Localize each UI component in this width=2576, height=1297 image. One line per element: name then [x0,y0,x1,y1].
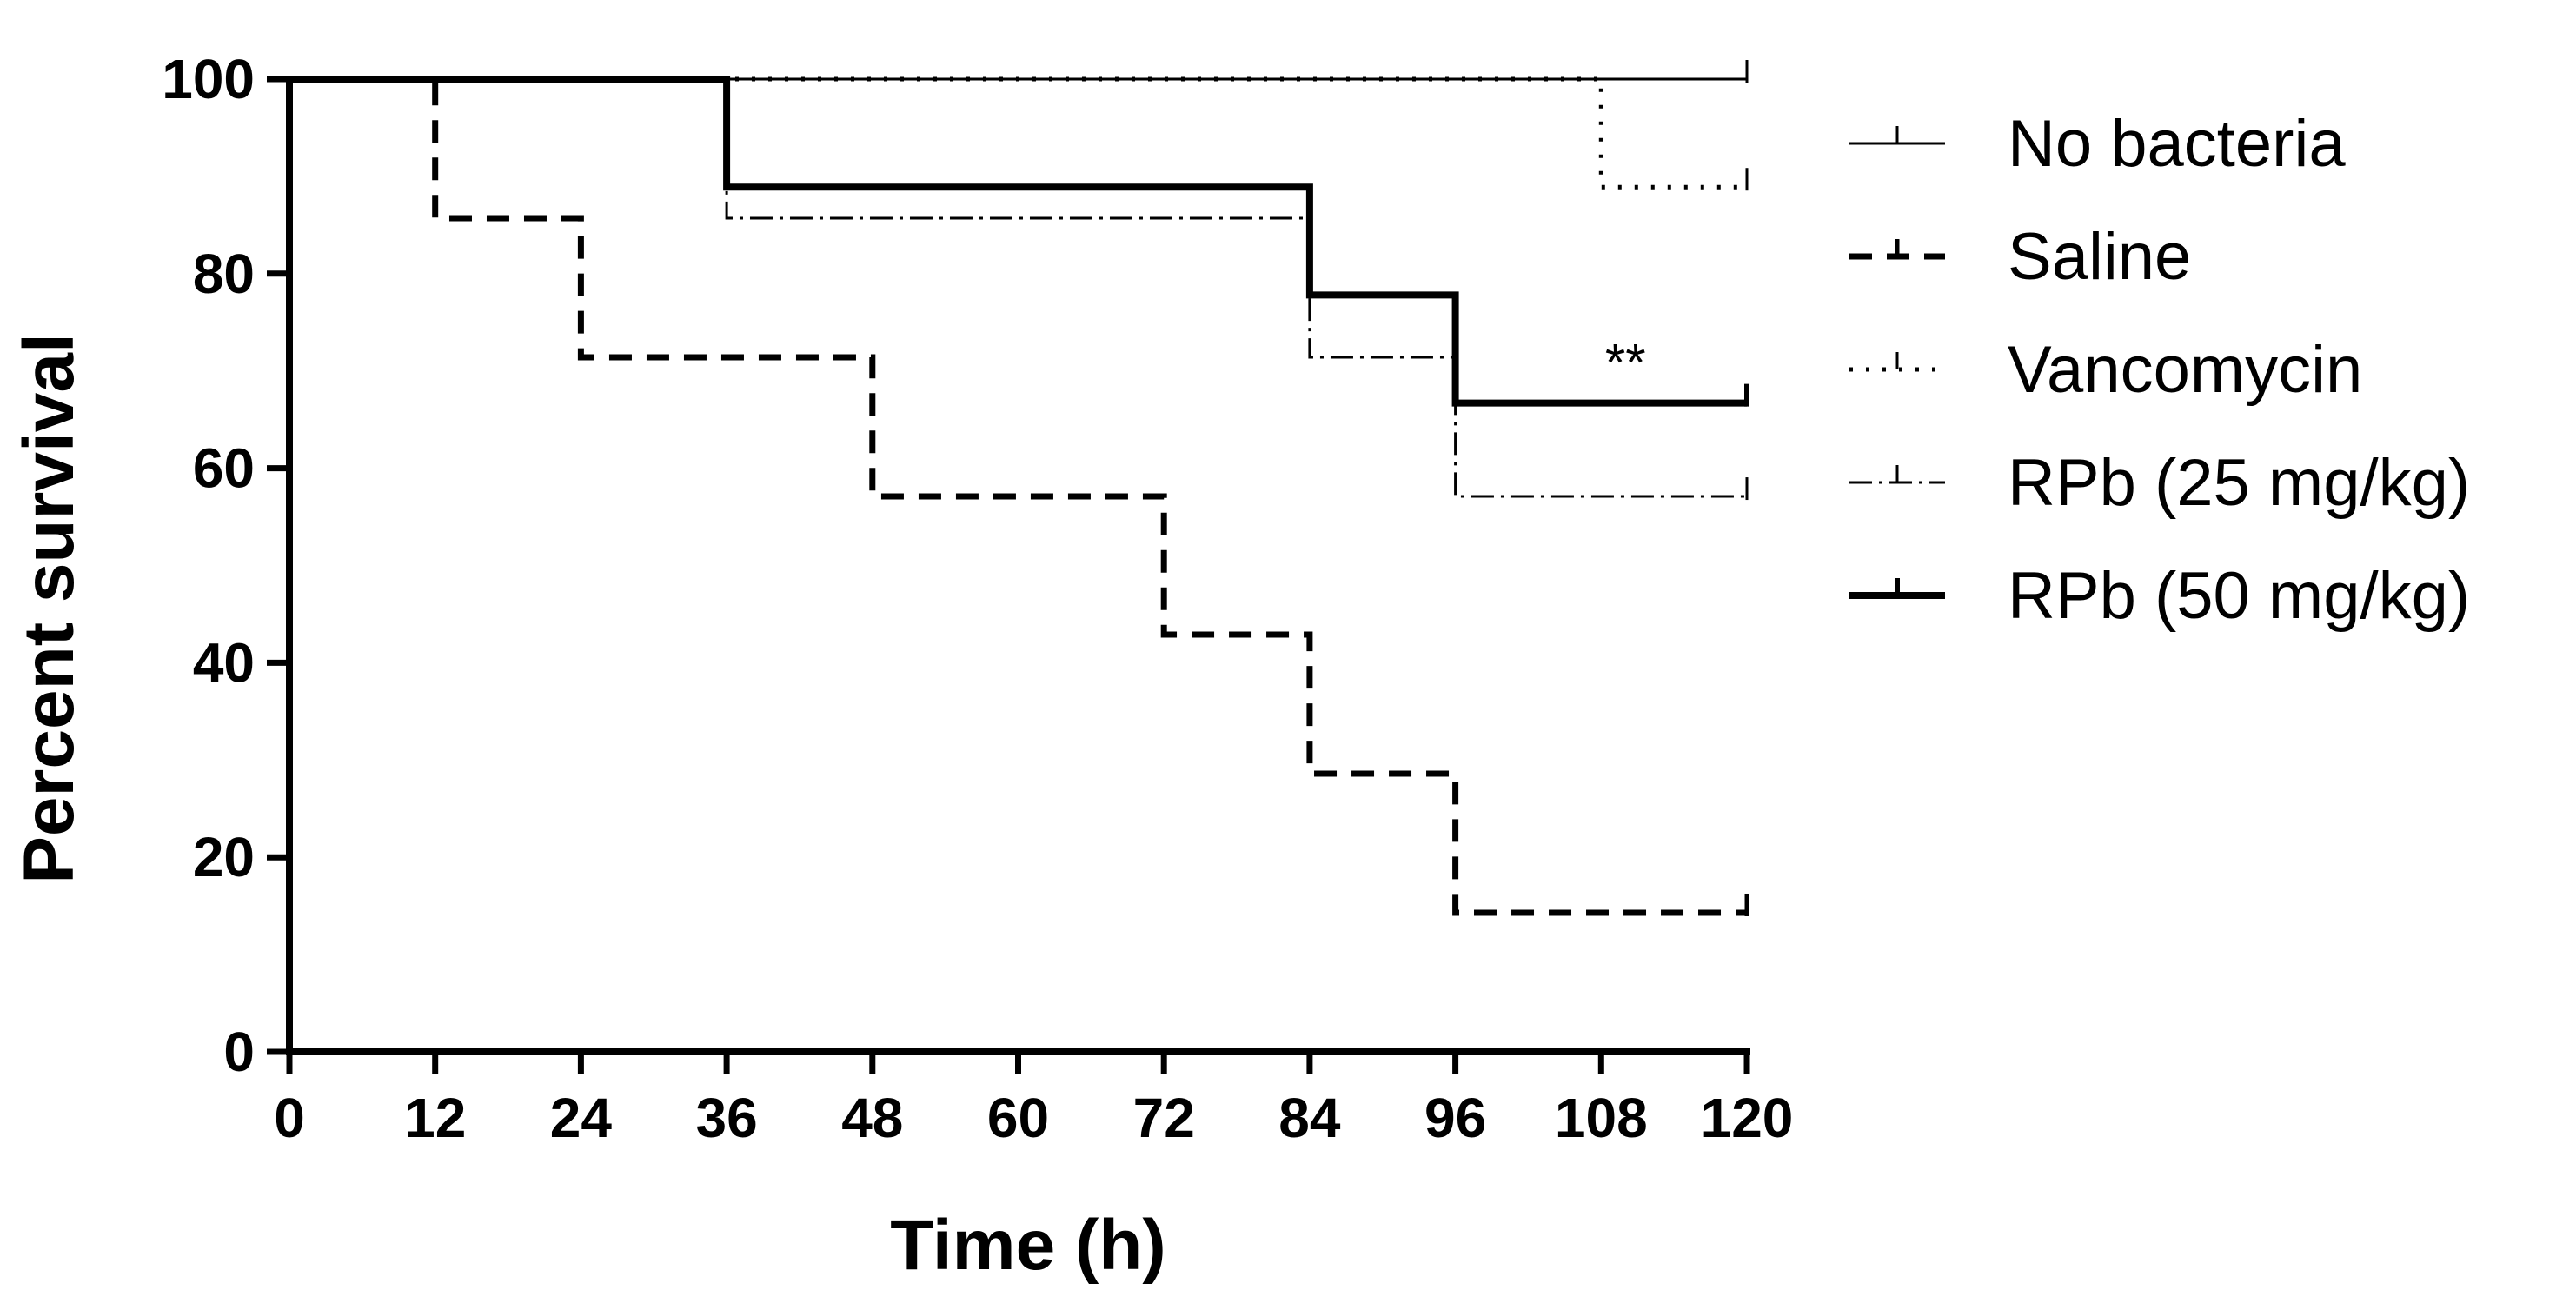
legend-label-no-bacteria: No bacteria [2008,107,2346,181]
legend-label-rpb-50-mg-kg: RPb (50 mg/kg) [2008,559,2470,633]
legend-label-rpb-25-mg-kg: RPb (25 mg/kg) [2008,446,2470,520]
series-line-rpb-50-mg-kg [289,76,1747,407]
y-tick-label: 20 [193,826,255,888]
x-tick-label: 96 [1424,1087,1486,1149]
significance-annotation: ** [1605,334,1646,392]
x-tick-label: 0 [274,1087,305,1149]
series-layer [289,60,1749,916]
x-tick-label: 108 [1555,1087,1648,1149]
x-tick-label: 120 [1701,1087,1794,1149]
y-tick-label: 60 [193,437,255,500]
axes-layer: 0 12 24 36 48 60 72 84 96 108 120 0 20 40 60 80 100 [162,48,1793,1149]
y-tick-label: 40 [193,631,255,694]
y-tick-label: 100 [162,48,255,110]
legend-label-saline: Saline [2008,220,2191,294]
x-tick-label: 12 [404,1087,466,1149]
y-tick-label: 80 [193,243,255,305]
x-tick-label: 24 [550,1087,613,1149]
y-axis-title: Percent survival [10,333,89,884]
x-axis-title: Time (h) [890,1206,1165,1285]
x-tick-label: 60 [987,1087,1049,1149]
series-line-rpb-25-mg-kg [289,77,1747,498]
x-tick-label: 84 [1278,1087,1341,1149]
y-tick-label: 0 [223,1021,255,1083]
legend: No bacteria Saline Vancomycin RPb (25 mg/kg… [1849,107,2470,633]
series-line-saline [289,76,1747,916]
x-tick-label: 36 [696,1087,758,1149]
x-tick-label: 48 [841,1087,903,1149]
series-line-vancomycin [289,76,1747,190]
legend-label-vancomycin: Vancomycin [2008,333,2362,407]
x-tick-label: 72 [1133,1087,1195,1149]
